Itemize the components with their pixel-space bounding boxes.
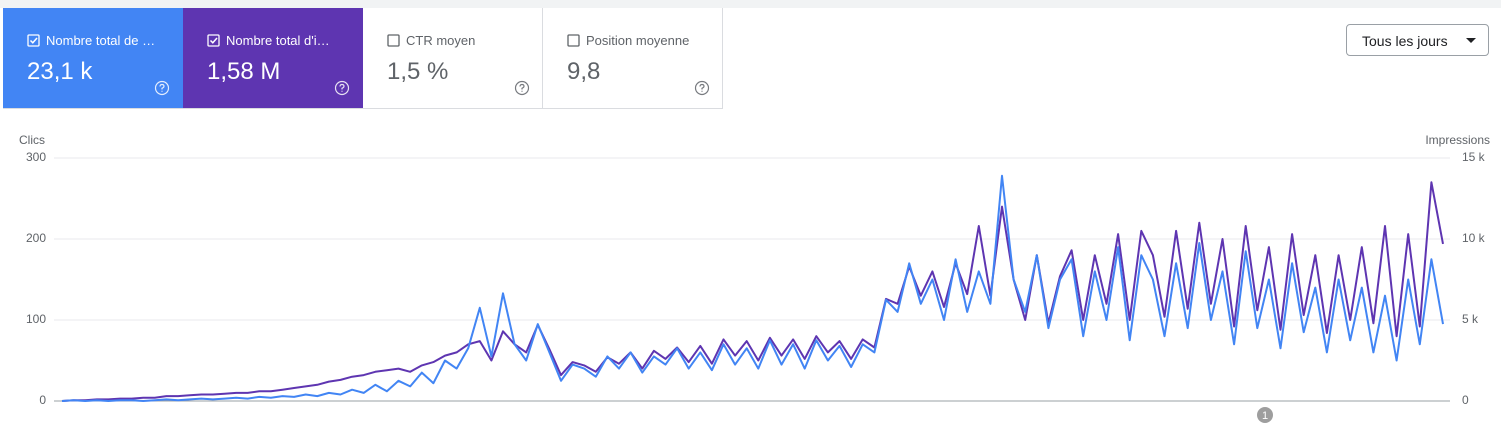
metric-card[interactable]: Nombre total d'impressions 1,58 M <box>183 8 363 109</box>
metric-card[interactable]: Nombre total de clics 23,1 k <box>3 8 183 109</box>
y2-axis-title: Impressions <box>1425 133 1490 147</box>
y-tick-label: 300 <box>26 150 46 164</box>
checkbox <box>387 34 400 47</box>
y2-tick-label: 5 k <box>1462 312 1479 326</box>
checkbox-box <box>387 34 400 47</box>
checkbox-tick <box>29 37 38 44</box>
y2-tick-label: 0 <box>1462 393 1469 407</box>
dropdown-label: Tous les jours <box>1362 33 1448 49</box>
annotation-label: 1 <box>1262 410 1268 422</box>
series-line <box>61 181 1444 402</box>
metric-value: 1,58 M <box>207 58 281 85</box>
checkbox <box>27 34 40 47</box>
metric-card[interactable]: CTR moyen 1,5 % <box>363 8 543 109</box>
checkbox-box <box>27 34 40 47</box>
checkbox-box <box>567 34 580 47</box>
metric-value: 1,5 % <box>387 58 449 85</box>
help-icon <box>154 80 170 96</box>
metric-label: Position moyenne <box>586 33 690 48</box>
help-mark <box>699 83 705 92</box>
checkbox <box>207 34 220 47</box>
help-icon <box>334 80 350 96</box>
metric-value: 9,8 <box>567 58 601 85</box>
help-mark <box>159 83 165 92</box>
help-icon <box>694 80 710 96</box>
metric-value: 23,1 k <box>27 58 93 85</box>
y-tick-label: 200 <box>26 231 46 245</box>
date-dropdown[interactable]: Tous les jours <box>1346 24 1489 56</box>
help-circle <box>514 80 530 96</box>
checkbox-tick <box>209 37 218 44</box>
metric-label: Nombre total d'impressions <box>226 33 338 48</box>
metric-label: CTR moyen <box>406 33 476 48</box>
help-mark <box>519 83 525 92</box>
help-circle <box>694 80 710 96</box>
checkbox-box <box>207 34 220 47</box>
top-bar <box>0 0 1501 8</box>
metric-card[interactable]: Position moyenne 9,8 <box>543 8 723 109</box>
help-icon <box>514 80 530 96</box>
help-circle <box>334 80 350 96</box>
checkbox <box>567 34 580 47</box>
y2-tick-label: 10 k <box>1462 231 1486 245</box>
y-axis-title: Clics <box>19 133 45 147</box>
metric-label: Nombre total de clics <box>46 33 158 48</box>
chart: Clics Impressions 0 100 200 300 0 5 k 10 k 15 k 1 <box>19 133 1490 423</box>
annotation-marker <box>1257 407 1273 423</box>
metric-cards: Nombre total de clics 23,1 k Nombre total … <box>3 8 723 109</box>
y-tick-label: 0 <box>39 393 46 407</box>
help-circle <box>154 80 170 96</box>
y2-tick-label: 15 k <box>1462 150 1486 164</box>
help-mark <box>339 83 345 92</box>
dropdown-arrow <box>1466 38 1476 43</box>
y-tick-label: 100 <box>26 312 46 326</box>
series-line <box>61 174 1444 402</box>
